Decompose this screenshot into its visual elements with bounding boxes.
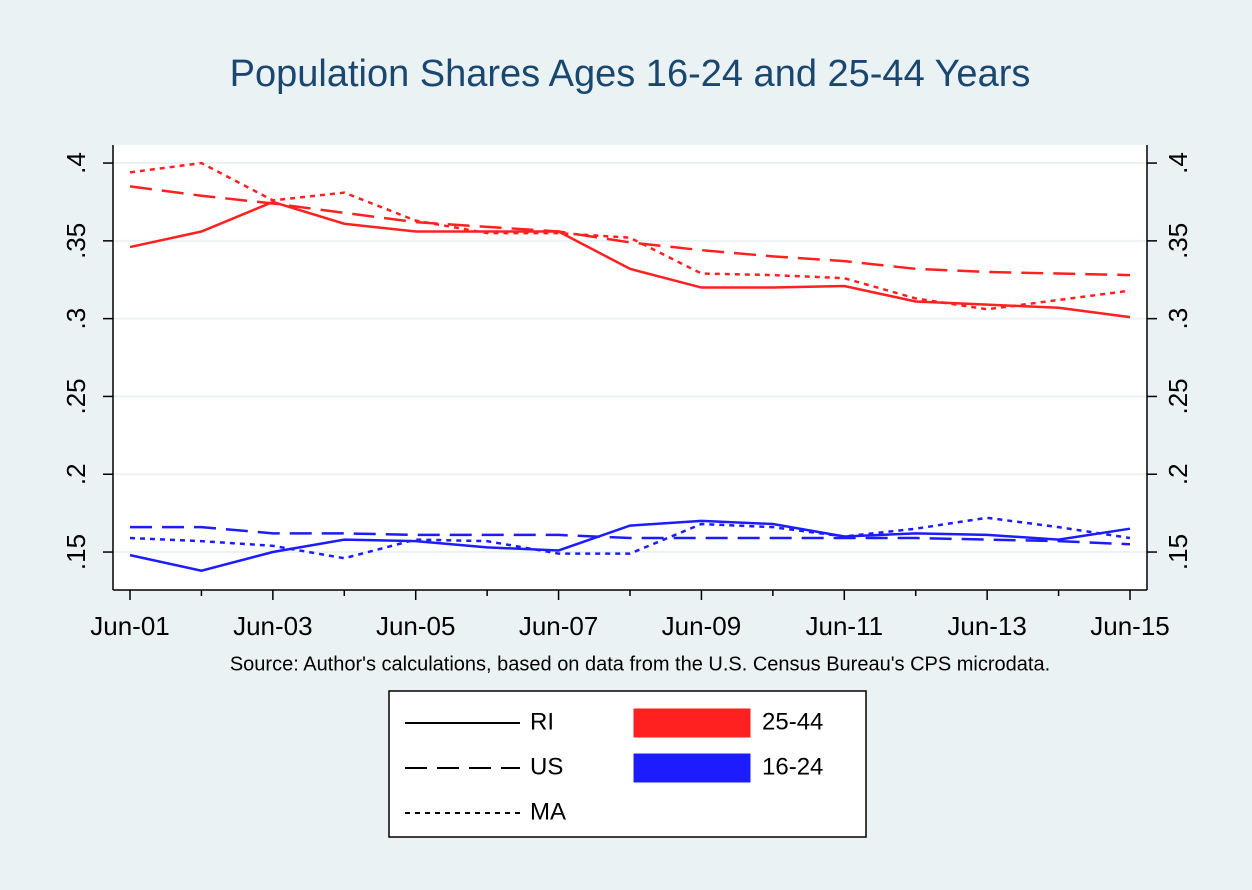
y-tick-label: .3: [61, 308, 91, 330]
legend-label: RI: [530, 708, 554, 735]
plot-area: [113, 145, 1147, 590]
y2-tick-label: .3: [1163, 308, 1193, 330]
series-line: [129, 519, 1131, 572]
series-line: [130, 525, 1131, 546]
legend-label: MA: [530, 798, 566, 825]
x-tick-label: Jun-01: [90, 611, 170, 641]
legend-swatch: [633, 708, 751, 738]
y2-tick-label: .35: [1163, 223, 1193, 259]
x-tick-label: Jun-15: [1090, 611, 1170, 641]
chart-title: Population Shares Ages 16-24 and 25-44 Y…: [230, 53, 1031, 95]
y2-tick-label: .2: [1163, 463, 1193, 485]
y-tick-label: .15: [61, 534, 91, 570]
series-line: [129, 200, 1131, 319]
x-tick-label: Jun-11: [805, 611, 883, 641]
y2-tick-label: .25: [1163, 378, 1193, 414]
y2-tick-label: .15: [1163, 534, 1193, 570]
legend-label: US: [530, 753, 563, 780]
y-tick-label: .4: [61, 152, 91, 174]
series-line: [129, 185, 1131, 277]
series-line: [129, 516, 1131, 560]
legend-label: 25-44: [762, 708, 823, 735]
legend-swatch: [633, 753, 751, 783]
series-line: [129, 161, 1131, 311]
x-tick-label: Jun-09: [662, 611, 742, 641]
x-tick-label: Jun-13: [947, 611, 1027, 641]
x-tick-label: Jun-03: [233, 611, 313, 641]
y-tick-label: .25: [61, 378, 91, 414]
y-tick-label: .35: [61, 223, 91, 259]
y2-tick-label: .4: [1163, 152, 1193, 174]
y-tick-label: .2: [61, 463, 91, 485]
x-tick-label: Jun-07: [519, 611, 599, 641]
legend-label: 16-24: [762, 753, 823, 780]
x-tick-label: Jun-05: [376, 611, 456, 641]
source-note: Source: Author's calculations, based on …: [230, 653, 1050, 675]
